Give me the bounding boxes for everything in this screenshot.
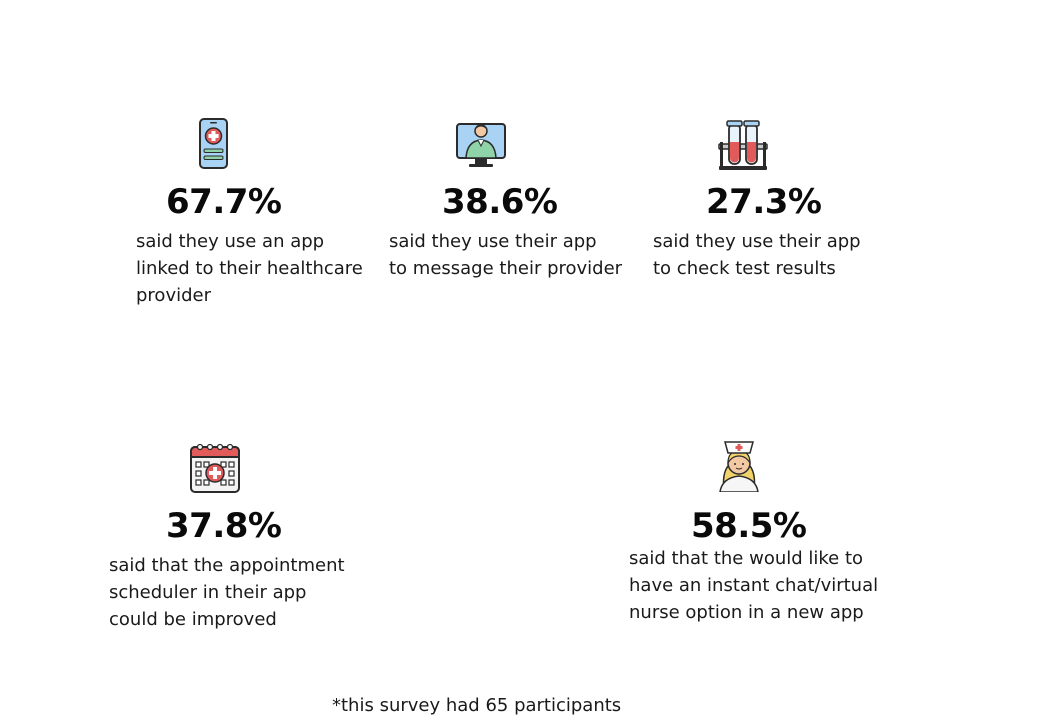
stat-description: said that the would like to have an inst… <box>629 545 878 626</box>
stat-percent: 37.8% <box>166 506 282 546</box>
desc-line: to check test results <box>653 258 836 279</box>
desc-line: to message their provider <box>389 258 623 279</box>
desc-line: could be improved <box>109 609 277 630</box>
stat-description: said that the appointment scheduler in t… <box>109 552 345 633</box>
desc-line: said they use their app <box>389 231 597 252</box>
doctor-video-call-icon <box>456 123 506 167</box>
stat-percent: 38.6% <box>442 182 558 222</box>
stat-description: said they use their app to check test re… <box>653 228 861 282</box>
nurse-icon <box>719 441 759 492</box>
stat-description: said they use an app linked to their hea… <box>136 228 363 309</box>
desc-line: provider <box>136 285 211 306</box>
desc-line: said they use their app <box>653 231 861 252</box>
mobile-health-app-icon <box>199 118 228 169</box>
desc-line: said that the appointment <box>109 555 345 576</box>
desc-line: said that the would like to <box>629 548 864 569</box>
desc-line: said they use an app <box>136 231 325 252</box>
stat-percent: 67.7% <box>166 182 282 222</box>
desc-line: linked to their healthcare <box>136 258 363 279</box>
desc-line: scheduler in their app <box>109 582 307 603</box>
desc-line: nurse option in a new app <box>629 602 864 623</box>
medical-calendar-icon <box>190 443 240 493</box>
desc-line: have an instant chat/virtual <box>629 575 879 596</box>
test-tubes-icon <box>718 120 768 170</box>
survey-footnote: *this survey had 65 participants <box>332 695 622 716</box>
stat-percent: 58.5% <box>691 506 807 546</box>
stat-description: said they use their app to message their… <box>389 228 622 282</box>
stat-percent: 27.3% <box>706 182 822 222</box>
